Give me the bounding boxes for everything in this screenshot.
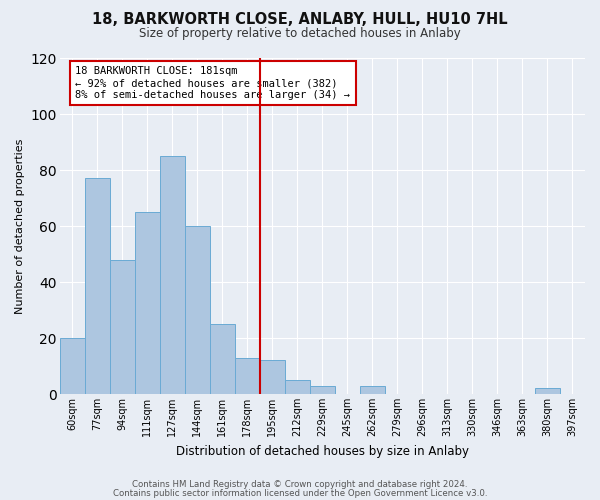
Bar [235,358,260,394]
Text: 18, BARKWORTH CLOSE, ANLABY, HULL, HU10 7HL: 18, BARKWORTH CLOSE, ANLABY, HULL, HU10 … [92,12,508,28]
Bar [110,260,135,394]
Text: 18 BARKWORTH CLOSE: 181sqm
← 92% of detached houses are smaller (382)
8% of semi: 18 BARKWORTH CLOSE: 181sqm ← 92% of deta… [76,66,350,100]
Bar [60,338,85,394]
Text: Contains HM Land Registry data © Crown copyright and database right 2024.: Contains HM Land Registry data © Crown c… [132,480,468,489]
Bar [85,178,110,394]
Bar [535,388,560,394]
Bar [135,212,160,394]
Bar [210,324,235,394]
Text: Size of property relative to detached houses in Anlaby: Size of property relative to detached ho… [139,28,461,40]
Bar [285,380,310,394]
Bar [260,360,285,394]
Y-axis label: Number of detached properties: Number of detached properties [15,138,25,314]
X-axis label: Distribution of detached houses by size in Anlaby: Distribution of detached houses by size … [176,444,469,458]
Bar [160,156,185,394]
Bar [185,226,210,394]
Text: Contains public sector information licensed under the Open Government Licence v3: Contains public sector information licen… [113,490,487,498]
Bar [360,386,385,394]
Bar [310,386,335,394]
